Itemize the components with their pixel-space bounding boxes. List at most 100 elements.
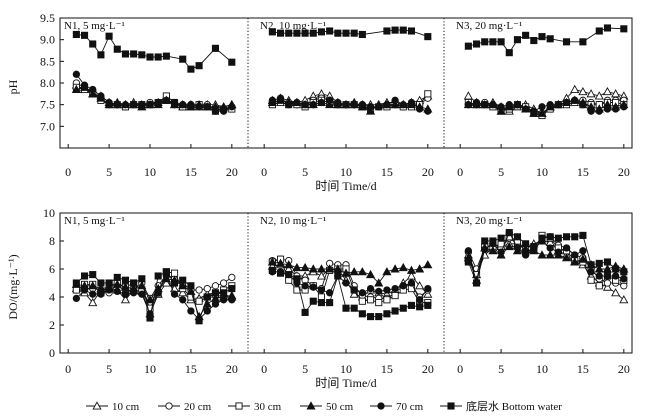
y-axis-title: pH bbox=[6, 79, 20, 94]
data-point bbox=[537, 250, 547, 259]
data-point bbox=[375, 313, 383, 321]
data-point bbox=[105, 279, 113, 287]
data-point bbox=[366, 296, 375, 304]
data-point bbox=[538, 33, 546, 41]
data-point bbox=[464, 42, 472, 50]
panel-label: N3, 20 mg·L⁻¹ bbox=[456, 215, 522, 227]
data-point bbox=[179, 101, 187, 109]
data-point bbox=[505, 229, 513, 237]
y-tick-label: 7.5 bbox=[40, 98, 55, 112]
data-point bbox=[203, 293, 211, 301]
data-point bbox=[195, 62, 203, 70]
panel-label: N2, 10 mg·L⁻¹ bbox=[260, 215, 326, 227]
data-point bbox=[603, 258, 612, 266]
data-point bbox=[228, 273, 236, 282]
data-point bbox=[145, 295, 155, 304]
data-point bbox=[350, 286, 358, 294]
data-point bbox=[595, 259, 603, 267]
ph-chart: 7.0 7.5 8.0 8.5 9.0 9.5 pH 时间 Time/d 0 5 10 15 20 N1,… bbox=[6, 11, 633, 193]
data-point bbox=[130, 279, 138, 287]
data-point bbox=[138, 275, 146, 283]
data-point bbox=[587, 276, 595, 284]
data-point bbox=[578, 86, 588, 96]
x-tick-label: 0 bbox=[261, 362, 267, 376]
data-point bbox=[383, 27, 391, 35]
data-point bbox=[154, 289, 162, 297]
data-point bbox=[268, 266, 276, 274]
data-point bbox=[341, 268, 351, 277]
data-point bbox=[228, 285, 236, 293]
data-point bbox=[316, 271, 327, 280]
data-point bbox=[579, 231, 587, 239]
data-point bbox=[463, 91, 473, 100]
data-point bbox=[424, 284, 432, 293]
data-point bbox=[195, 286, 203, 294]
data-point bbox=[546, 35, 554, 43]
data-point bbox=[594, 264, 604, 273]
data-point bbox=[416, 303, 424, 311]
x-tick-label: 10 bbox=[340, 165, 352, 179]
data-point bbox=[219, 279, 228, 287]
data-point bbox=[179, 296, 187, 304]
data-point bbox=[464, 247, 473, 255]
data-point bbox=[472, 279, 481, 287]
data-point bbox=[497, 103, 505, 111]
data-point bbox=[481, 38, 489, 46]
data-point bbox=[146, 314, 154, 322]
data-point bbox=[129, 289, 138, 297]
data-point bbox=[326, 299, 334, 307]
data-point bbox=[97, 51, 105, 59]
x-tick-label: 5 bbox=[498, 165, 504, 179]
data-point bbox=[219, 107, 228, 115]
data-point bbox=[415, 281, 425, 290]
data-point bbox=[285, 101, 293, 109]
data-point bbox=[561, 253, 572, 262]
data-point bbox=[406, 265, 417, 274]
data-point bbox=[211, 282, 220, 290]
data-point bbox=[391, 292, 399, 300]
data-point bbox=[611, 105, 620, 113]
data-point bbox=[497, 248, 505, 256]
data-point bbox=[595, 282, 603, 290]
data-point bbox=[170, 269, 179, 277]
data-point bbox=[285, 29, 293, 37]
y-tick-label: 6 bbox=[49, 262, 55, 276]
data-point bbox=[130, 50, 138, 58]
data-point bbox=[211, 300, 220, 308]
data-point bbox=[120, 282, 131, 291]
data-point bbox=[301, 29, 309, 37]
legend-label: 30 cm bbox=[254, 401, 282, 413]
data-point bbox=[570, 84, 580, 93]
x-tick-label: 15 bbox=[577, 362, 589, 376]
data-point bbox=[309, 297, 317, 305]
data-point bbox=[423, 289, 433, 298]
legend-marker bbox=[92, 401, 102, 410]
data-point bbox=[268, 28, 276, 36]
data-point bbox=[587, 107, 595, 115]
data-point bbox=[317, 28, 326, 36]
data-point bbox=[112, 279, 122, 288]
data-point bbox=[88, 89, 98, 98]
data-point bbox=[358, 297, 366, 305]
x-tick-label: 10 bbox=[340, 362, 352, 376]
data-point bbox=[546, 244, 554, 252]
data-point bbox=[619, 295, 629, 304]
data-point bbox=[317, 299, 326, 307]
data-point bbox=[71, 84, 81, 93]
data-point bbox=[374, 278, 384, 287]
data-point bbox=[571, 251, 579, 259]
data-point bbox=[276, 94, 285, 102]
data-point bbox=[497, 234, 505, 242]
data-point bbox=[342, 279, 350, 287]
x-tick-label: 15 bbox=[185, 362, 197, 376]
x-tick-label: 20 bbox=[422, 165, 434, 179]
data-point bbox=[366, 103, 375, 111]
data-point bbox=[546, 233, 554, 241]
legend-marker bbox=[165, 402, 173, 410]
data-point bbox=[358, 30, 366, 39]
data-point bbox=[602, 264, 613, 273]
x-tick-label: 10 bbox=[536, 362, 548, 376]
data-point bbox=[292, 262, 302, 272]
data-point bbox=[97, 92, 105, 100]
